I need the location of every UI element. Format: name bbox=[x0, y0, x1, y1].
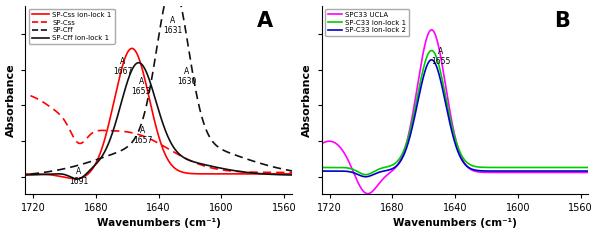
Text: 1655: 1655 bbox=[431, 57, 451, 66]
Legend: SPC33 UCLA, SP-C33 ion-lock 1, SP-C33 ion-lock 2: SPC33 UCLA, SP-C33 ion-lock 1, SP-C33 io… bbox=[325, 9, 409, 36]
Y-axis label: Absorbance: Absorbance bbox=[302, 63, 312, 136]
X-axis label: Wavenumbers (cm⁻¹): Wavenumbers (cm⁻¹) bbox=[97, 219, 220, 228]
Text: B: B bbox=[554, 11, 569, 31]
Text: A: A bbox=[120, 57, 125, 66]
Text: A: A bbox=[140, 125, 145, 135]
Text: 1653: 1653 bbox=[131, 87, 151, 96]
Y-axis label: Absorbance: Absorbance bbox=[5, 63, 16, 136]
Text: A: A bbox=[257, 11, 273, 31]
Text: A: A bbox=[76, 167, 81, 176]
Text: 1631: 1631 bbox=[163, 26, 182, 35]
Text: 1691: 1691 bbox=[69, 177, 88, 186]
X-axis label: Wavenumbers (cm⁻¹): Wavenumbers (cm⁻¹) bbox=[393, 219, 517, 228]
Text: A: A bbox=[439, 47, 443, 56]
Text: 1657: 1657 bbox=[133, 135, 152, 145]
Text: 1630: 1630 bbox=[177, 77, 196, 86]
Text: A: A bbox=[170, 16, 175, 25]
Legend: SP-Css ion-lock 1, SP-Css, SP-Cff, SP-Cff ion-lock 1: SP-Css ion-lock 1, SP-Css, SP-Cff, SP-Cf… bbox=[29, 9, 115, 44]
Text: 1667: 1667 bbox=[113, 67, 132, 76]
Text: A: A bbox=[139, 77, 144, 86]
Text: A: A bbox=[184, 67, 190, 76]
